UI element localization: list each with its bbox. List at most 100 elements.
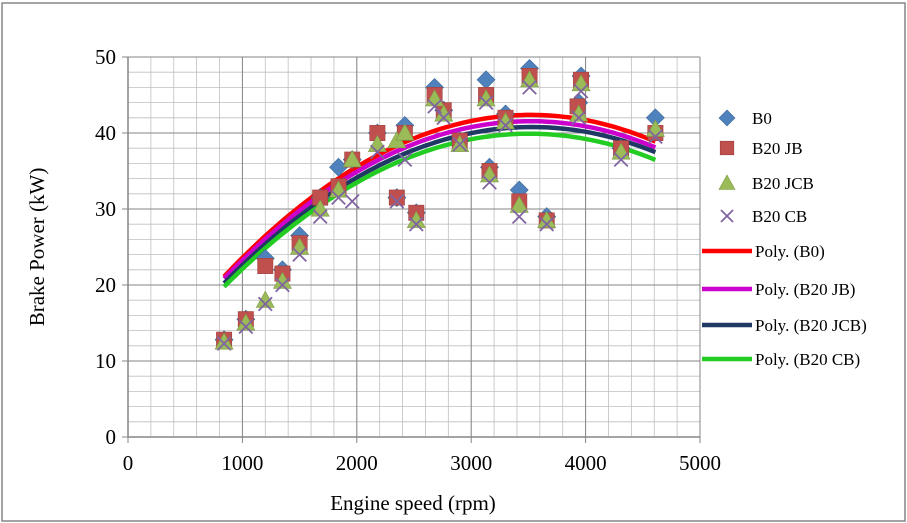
axes	[122, 56, 701, 443]
x-tick-label: 3000	[450, 451, 492, 475]
x-tick-label: 0	[123, 451, 134, 475]
x-marker-stroke	[312, 209, 328, 224]
x-marker-stroke	[397, 152, 413, 167]
legend-label: B0	[752, 109, 772, 128]
data-point	[478, 95, 494, 110]
x-tick-label: 5000	[679, 451, 721, 475]
data-point	[613, 152, 629, 167]
x-tick-labels: 0 1000 2000 3000 4000 5000	[123, 451, 721, 475]
x-marker-stroke	[408, 216, 424, 232]
x-marker-stroke	[275, 277, 290, 293]
x-tick-label: 1000	[221, 451, 263, 475]
data-point	[397, 152, 413, 167]
x-marker-stroke	[344, 194, 360, 209]
data-point	[427, 99, 442, 114]
legend-label: Poly. (B0)	[755, 242, 825, 261]
data-point	[312, 209, 328, 224]
x-marker-stroke	[478, 95, 494, 110]
legend-label: Poly. (B20 CB)	[755, 350, 860, 369]
y-tick-label: 0	[106, 425, 117, 449]
data-point	[257, 258, 274, 274]
legend-item: B20 CB	[720, 207, 807, 226]
data-point	[395, 123, 415, 141]
legend-item: Poly. (B20 JCB)	[702, 316, 867, 335]
data-point	[389, 194, 405, 209]
data-point	[331, 190, 346, 205]
data-point	[238, 319, 254, 335]
x-tick-label: 4000	[565, 451, 607, 475]
legend-item: B0	[718, 109, 772, 128]
data-point	[342, 149, 362, 168]
x-marker-stroke	[539, 216, 555, 232]
x-marker-stroke	[436, 110, 452, 126]
data-point	[216, 336, 232, 351]
x-marker-stroke	[720, 209, 734, 223]
data-point	[436, 110, 452, 126]
data-point	[647, 129, 663, 145]
x-axis-label: Engine speed (rpm)	[330, 491, 496, 515]
x-marker-stroke	[482, 175, 497, 190]
legend-item: B20 JCB	[718, 174, 814, 193]
trendline-poly-b20-jb	[222, 118, 657, 281]
x-marker-stroke	[389, 194, 405, 209]
x-marker-stroke	[613, 152, 629, 167]
x-marker-stroke	[238, 319, 254, 335]
legend-marker	[718, 109, 736, 127]
data-point	[498, 118, 513, 133]
legend-label: B20 JB	[752, 139, 803, 158]
y-tick-label: 50	[95, 45, 116, 69]
data-point	[511, 209, 527, 224]
x-marker-stroke	[573, 83, 589, 99]
legend-marker	[720, 209, 734, 223]
data-point	[275, 277, 290, 293]
data-point	[482, 175, 497, 190]
data-point	[522, 80, 537, 95]
legend-item: Poly. (B20 JB)	[702, 280, 855, 299]
data-point	[292, 247, 307, 262]
x-marker-stroke	[370, 144, 385, 160]
x-marker-stroke	[511, 209, 527, 224]
data-point	[214, 332, 234, 350]
x-marker-stroke	[522, 80, 537, 95]
trendline-poly-b20-cb	[222, 131, 657, 289]
x-tick-label: 2000	[336, 451, 378, 475]
legend-label: B20 CB	[752, 207, 807, 226]
series-b20-cb	[216, 80, 663, 351]
x-marker-stroke	[571, 110, 587, 126]
x-marker-stroke	[292, 247, 307, 262]
legend: B0 B20 JB B20 JCB B20 CB Poly. (B0) Poly. (B2…	[702, 109, 867, 369]
y-tick-label: 30	[95, 197, 116, 221]
data-point	[408, 216, 424, 232]
x-marker-stroke	[216, 336, 232, 351]
legend-marker	[718, 174, 736, 190]
y-tick-label: 40	[95, 121, 116, 145]
legend-item: B20 JB	[719, 139, 803, 158]
data-point	[370, 144, 385, 160]
data-point	[388, 189, 405, 206]
data-markers	[214, 58, 665, 351]
data-point	[344, 194, 360, 209]
legend-marker	[719, 140, 735, 156]
data-point	[571, 110, 587, 126]
legend-label: Poly. (B20 JB)	[755, 280, 855, 299]
legend-label: Poly. (B20 JCB)	[755, 316, 867, 335]
x-marker-stroke	[257, 296, 273, 312]
x-marker-stroke	[647, 129, 663, 145]
trendline-poly-b20-jcb	[222, 124, 657, 285]
y-tick-label: 20	[95, 273, 116, 297]
x-marker-stroke	[427, 99, 442, 114]
data-point	[257, 296, 273, 312]
x-marker-stroke	[498, 118, 513, 133]
data-point	[509, 195, 529, 213]
y-axis-label: Brake Power (kW)	[25, 168, 49, 327]
y-tick-label: 10	[95, 349, 116, 373]
legend-item: Poly. (B20 CB)	[702, 350, 860, 369]
x-marker-stroke	[452, 137, 468, 152]
data-point	[573, 83, 589, 99]
data-point	[539, 216, 555, 232]
legend-item: Poly. (B0)	[702, 242, 825, 261]
data-point	[452, 137, 468, 152]
legend-label: B20 JCB	[752, 174, 814, 193]
